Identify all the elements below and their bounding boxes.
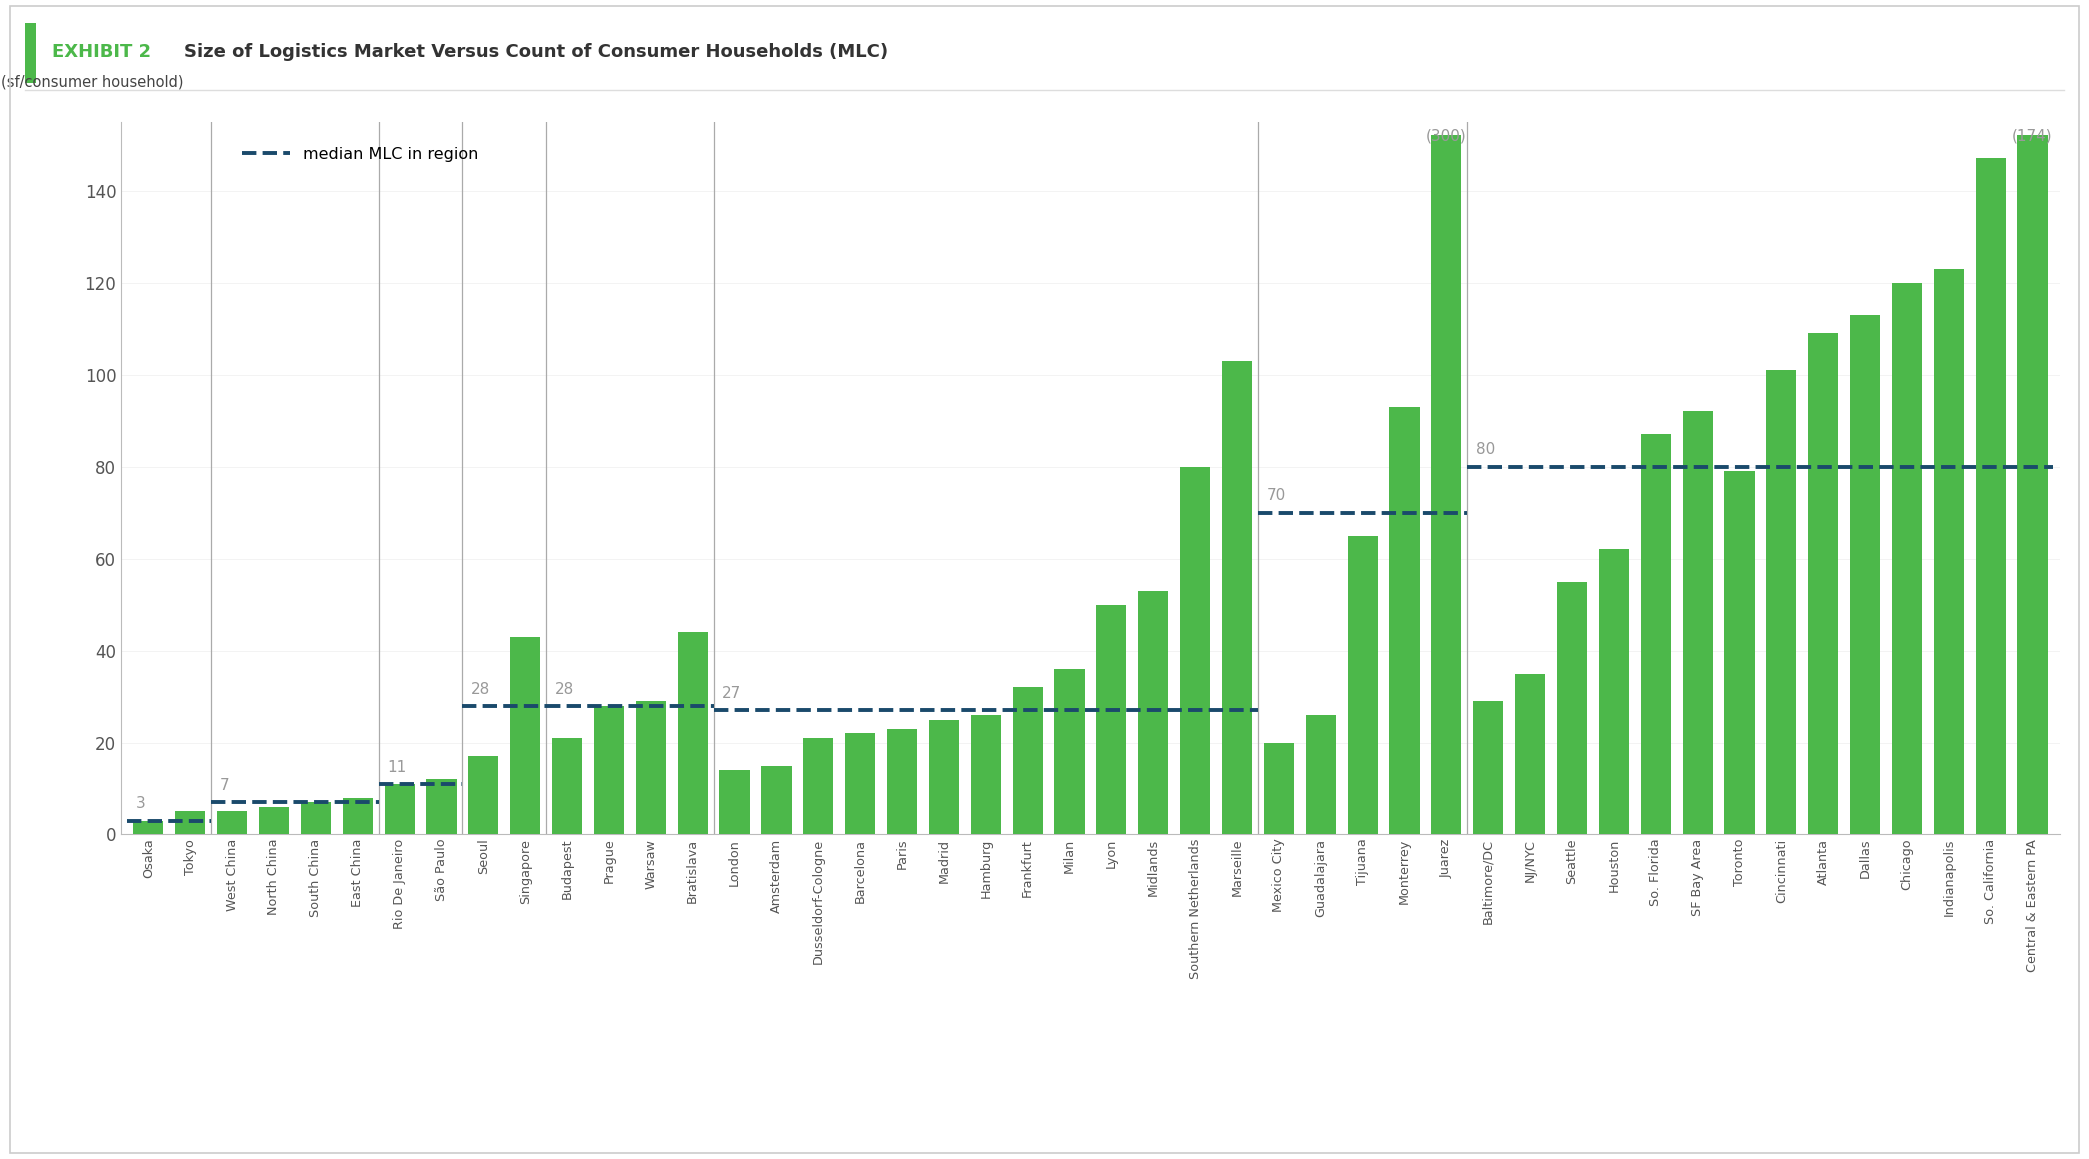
- Bar: [510, 636, 541, 834]
- Bar: [1723, 472, 1755, 834]
- Text: (sf/consumer household): (sf/consumer household): [0, 74, 184, 89]
- Bar: [1013, 687, 1042, 834]
- Bar: [1765, 370, 1797, 834]
- Bar: [1306, 715, 1335, 834]
- Text: 11: 11: [386, 759, 405, 774]
- Bar: [1389, 407, 1421, 834]
- Bar: [1473, 701, 1504, 834]
- Bar: [1976, 159, 2005, 834]
- Bar: [551, 738, 583, 834]
- Text: 70: 70: [1266, 488, 1285, 503]
- Bar: [1556, 582, 1588, 834]
- Text: (300): (300): [1427, 129, 1466, 144]
- Bar: [426, 779, 457, 834]
- Bar: [677, 632, 708, 834]
- Legend: median MLC in region: median MLC in region: [236, 140, 485, 168]
- Bar: [846, 734, 875, 834]
- Bar: [1934, 269, 1964, 834]
- Text: 28: 28: [470, 681, 491, 697]
- Text: 7: 7: [219, 778, 230, 793]
- Bar: [343, 797, 372, 834]
- Bar: [760, 765, 792, 834]
- Bar: [1851, 315, 1880, 834]
- Bar: [1893, 283, 1922, 834]
- Text: EXHIBIT 2: EXHIBIT 2: [52, 43, 150, 61]
- Bar: [1264, 743, 1293, 834]
- Bar: [468, 757, 499, 834]
- Bar: [384, 783, 416, 834]
- Bar: [1097, 605, 1126, 834]
- Bar: [1515, 673, 1546, 834]
- Text: 27: 27: [723, 686, 742, 701]
- Bar: [719, 770, 750, 834]
- Bar: [1180, 467, 1210, 834]
- Bar: [1809, 334, 1838, 834]
- Bar: [217, 811, 247, 834]
- Bar: [888, 729, 917, 834]
- Bar: [1431, 136, 1462, 834]
- Text: (174): (174): [2012, 129, 2053, 144]
- Bar: [1222, 360, 1251, 834]
- Bar: [2018, 136, 2047, 834]
- Bar: [1682, 411, 1713, 834]
- Bar: [301, 802, 330, 834]
- Bar: [1598, 549, 1629, 834]
- Bar: [259, 807, 288, 834]
- Bar: [1347, 535, 1377, 834]
- Bar: [1139, 591, 1168, 834]
- Text: 3: 3: [136, 796, 146, 811]
- Bar: [1055, 669, 1084, 834]
- Bar: [804, 738, 834, 834]
- Bar: [134, 821, 163, 834]
- Text: 28: 28: [554, 681, 574, 697]
- Bar: [971, 715, 1001, 834]
- Text: 80: 80: [1475, 443, 1496, 458]
- Bar: [175, 811, 205, 834]
- Text: Size of Logistics Market Versus Count of Consumer Households (MLC): Size of Logistics Market Versus Count of…: [184, 43, 888, 61]
- Bar: [593, 706, 625, 834]
- Bar: [930, 720, 959, 834]
- Bar: [635, 701, 666, 834]
- Bar: [1640, 435, 1671, 834]
